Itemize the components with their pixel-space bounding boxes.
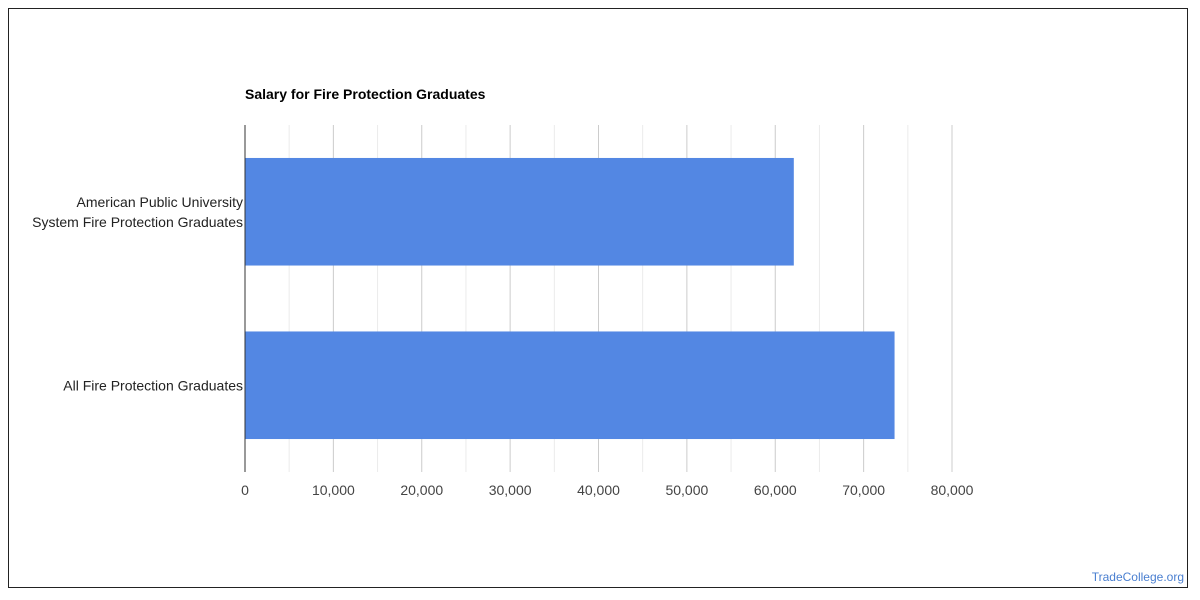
category-labels: American Public University System Fire Pr… [32,194,243,394]
bar[interactable] [245,157,794,266]
bars [245,157,895,440]
watermark-link[interactable]: TradeCollege.org [1091,570,1184,584]
bar[interactable] [245,331,895,440]
chart-title: Salary for Fire Protection Graduates [245,86,486,102]
x-tick-label: 10,000 [312,482,355,498]
x-tick-label: 80,000 [931,482,974,498]
x-tick-label: 20,000 [400,482,443,498]
x-axis-tick-labels: 0 10,000 20,000 30,000 40,000 50,000 60,000 70,… [241,482,974,498]
x-tick-label: 30,000 [489,482,532,498]
x-tick-label: 60,000 [754,482,797,498]
x-tick-label: 50,000 [665,482,708,498]
x-tick-label: 40,000 [577,482,620,498]
category-label: All Fire Protection Graduates [63,377,243,393]
category-label: American Public University System Fire Pr… [32,194,243,230]
x-tick-label: 0 [241,482,249,498]
x-tick-label: 70,000 [842,482,885,498]
